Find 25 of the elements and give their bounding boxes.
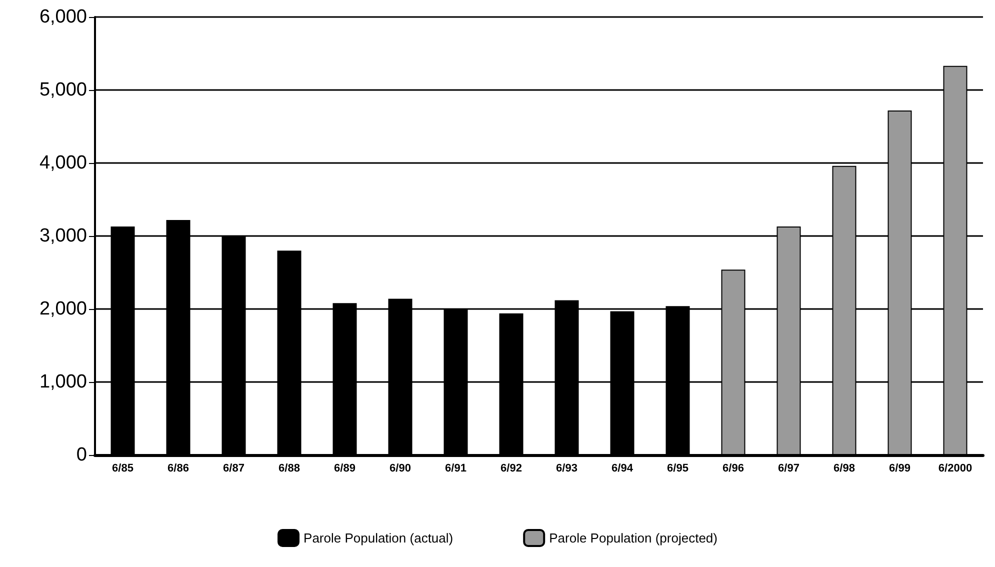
x-tick-label: 6/85 <box>112 462 134 474</box>
y-tick-label: 4,000 <box>39 152 87 174</box>
y-tick-label: 1,000 <box>39 372 87 392</box>
x-tick-label: 6/94 <box>612 462 634 474</box>
x-tick-label: 6/90 <box>390 462 411 474</box>
legend-label: Parole Population (projected) <box>549 530 718 546</box>
x-tick-label: 6/97 <box>778 462 800 474</box>
x-tick-label: 6/2000 <box>938 462 972 474</box>
x-tick-label: 6/99 <box>889 462 910 474</box>
x-tick-label: 6/98 <box>834 462 855 474</box>
y-tick-label: 0 <box>76 444 87 466</box>
x-tick-label: 6/96 <box>722 462 744 474</box>
y-tick-label: 6,000 <box>39 6 87 28</box>
x-tick-label: 6/92 <box>500 462 522 474</box>
legend-label: Parole Population (actual) <box>304 530 454 546</box>
x-tick-label: 6/93 <box>556 462 578 474</box>
x-tick-label: 6/89 <box>334 462 356 474</box>
x-tick-label: 6/87 <box>223 462 244 474</box>
y-tick-label: 2,000 <box>39 298 87 320</box>
x-tick-label: 6/88 <box>278 462 300 474</box>
x-tick-label: 6/95 <box>667 462 688 474</box>
y-tick-label: 5,000 <box>39 80 87 100</box>
x-tick-label: 6/86 <box>168 462 189 474</box>
x-tick-label: 6/91 <box>445 462 466 474</box>
y-tick-label: 3,000 <box>39 226 87 246</box>
